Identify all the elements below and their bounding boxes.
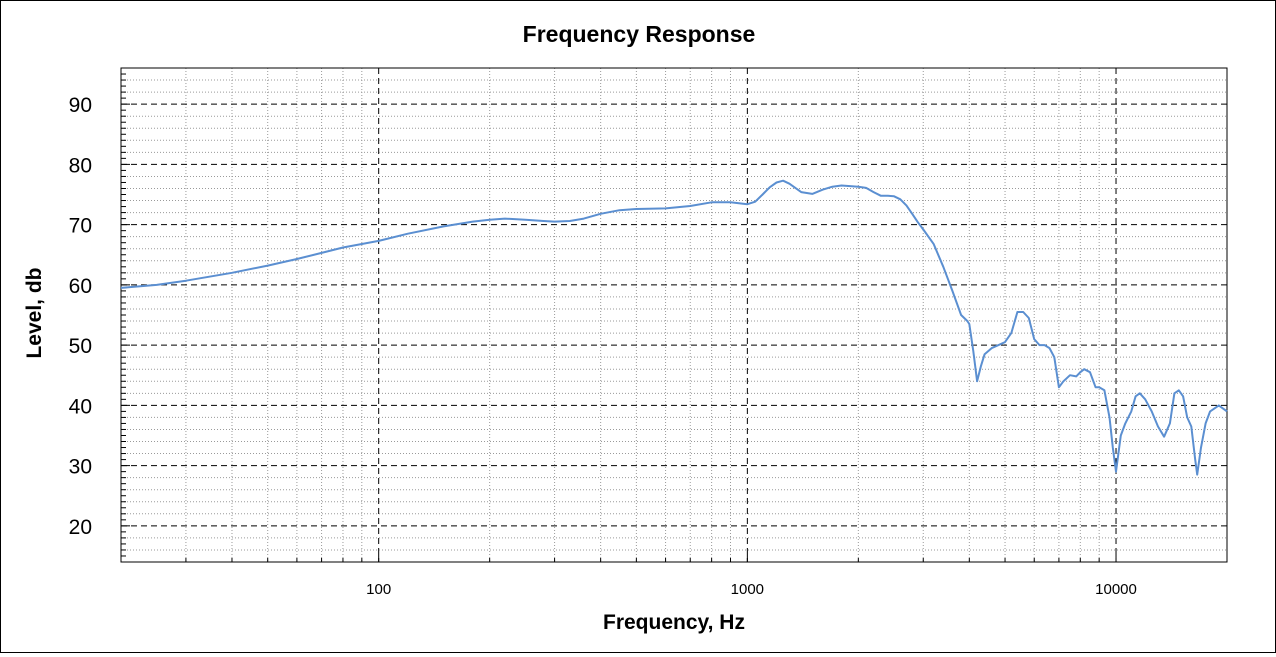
y-tick-label: 50 — [69, 335, 92, 358]
y-tick-labels: 20 30 40 50 60 70 80 90 — [69, 94, 92, 539]
y-tick-label: 60 — [69, 275, 92, 298]
plot-area — [120, 67, 1228, 563]
y-tick-label: 30 — [69, 456, 92, 479]
y-tick-label: 80 — [69, 154, 92, 177]
response-curve — [120, 179, 1228, 476]
y-tick-label: 90 — [69, 94, 92, 117]
y-tick-label: 20 — [69, 516, 92, 539]
x-axis-label: Frequency, Hz — [603, 611, 745, 634]
y-tick-label: 40 — [69, 395, 92, 418]
x-tick-label: 10000 — [1095, 581, 1137, 598]
grid — [120, 67, 1228, 563]
x-tick-labels: 100 1000 10000 — [366, 581, 1137, 598]
axis-ticks — [120, 67, 1228, 563]
chart-title: Frequency Response — [523, 21, 756, 47]
y-tick-label: 70 — [69, 215, 92, 238]
y-axis-label: Level, db — [23, 267, 46, 358]
x-tick-label: 100 — [366, 581, 391, 598]
x-tick-label: 1000 — [731, 581, 764, 598]
